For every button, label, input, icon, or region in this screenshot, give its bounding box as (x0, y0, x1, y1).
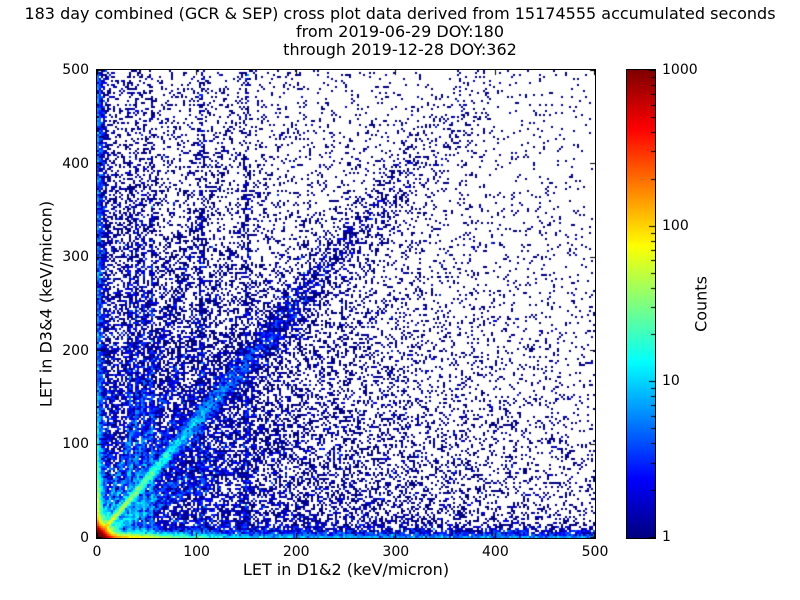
y-axis-label: LET in D3&4 (keV/micron) (36, 200, 56, 408)
chart-title-line-1: 183 day combined (GCR & SEP) cross plot … (24, 4, 776, 23)
y-tick-label: 100 (62, 436, 89, 453)
x-tick-label: 0 (92, 544, 102, 560)
x-tick-label: 100 (183, 544, 210, 560)
chart-title-line-2: from 2019-06-29 DOY:180 (295, 22, 504, 41)
x-tick-label: 200 (282, 544, 310, 560)
colorbar-tick-label: 1 (662, 529, 671, 545)
scatter-heatmap-canvas (97, 70, 595, 538)
colorbar-tick-label: 10 (662, 373, 680, 389)
colorbar-tick-label: 100 (662, 218, 689, 234)
y-tick-label: 500 (62, 62, 89, 78)
y-tick-label: 300 (62, 249, 89, 266)
y-tick-label: 0 (80, 530, 89, 546)
x-tick-label: 300 (382, 544, 410, 560)
chart-title: 183 day combined (GCR & SEP) cross plot … (0, 5, 800, 59)
colorbar-gradient-canvas (627, 70, 655, 538)
colorbar-label: Counts (691, 276, 711, 332)
x-tick-label: 500 (581, 544, 609, 560)
plot-area (96, 69, 596, 539)
chart-title-line-3: through 2019-12-28 DOY:362 (283, 40, 517, 59)
y-tick-label: 200 (62, 342, 89, 359)
x-tick-label: 400 (482, 544, 509, 560)
y-tick-label: 400 (62, 155, 89, 172)
x-axis-label: LET in D1&2 (keV/micron) (242, 560, 450, 579)
colorbar (626, 69, 656, 539)
colorbar-tick-label: 1000 (662, 62, 698, 78)
